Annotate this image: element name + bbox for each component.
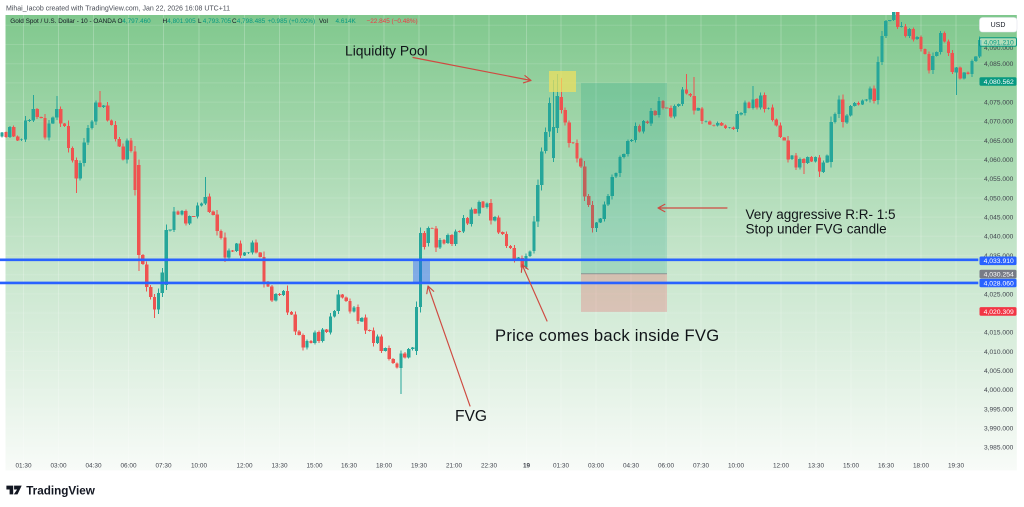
svg-text:4,040.000: 4,040.000 [984,234,1014,241]
svg-text:01:30: 01:30 [553,463,569,470]
svg-text:+0.985 (+0.02%): +0.985 (+0.02%) [268,18,316,25]
svg-text:21:00: 21:00 [446,463,462,470]
svg-text:C: C [232,18,237,25]
svg-text:Vol: Vol [319,18,328,25]
svg-text:4,050.000: 4,050.000 [984,195,1014,202]
svg-text:4,801.905: 4,801.905 [167,18,196,25]
svg-text:15:00: 15:00 [843,463,859,470]
svg-text:4,091.210: 4,091.210 [984,39,1014,46]
svg-text:4,028.060: 4,028.060 [984,280,1014,287]
svg-text:19:30: 19:30 [948,463,964,470]
svg-text:Stop under FVG candle: Stop under FVG candle [746,221,887,236]
svg-text:4,030.254: 4,030.254 [984,272,1014,279]
svg-text:04:30: 04:30 [623,463,639,470]
svg-text:4,065.000: 4,065.000 [984,138,1014,145]
svg-text:4,055.000: 4,055.000 [984,176,1014,183]
svg-text:06:00: 06:00 [658,463,674,470]
svg-text:Gold Spot / U.S. Dollar - 10 -: Gold Spot / U.S. Dollar - 10 - OANDA [10,18,117,25]
svg-text:18:00: 18:00 [913,463,929,470]
svg-text:4,033.910: 4,033.910 [984,258,1014,265]
svg-text:4,060.000: 4,060.000 [984,157,1014,164]
svg-text:3,985.000: 3,985.000 [984,445,1014,452]
svg-text:19:30: 19:30 [411,463,427,470]
svg-text:07:30: 07:30 [693,463,709,470]
svg-text:O: O [118,18,123,25]
svg-text:4,020.309: 4,020.309 [984,309,1014,316]
svg-text:H: H [163,18,168,25]
svg-text:01:30: 01:30 [16,463,32,470]
svg-text:4,090.000: 4,090.000 [984,45,1014,52]
svg-text:13:30: 13:30 [808,463,824,470]
svg-text:4,070.000: 4,070.000 [984,119,1014,126]
svg-text:FVG: FVG [455,408,487,425]
svg-text:−22.845 (−0.48%): −22.845 (−0.48%) [367,18,418,25]
svg-text:07:30: 07:30 [156,463,172,470]
svg-text:4,000.000: 4,000.000 [984,387,1014,394]
svg-text:4,797.460: 4,797.460 [122,18,151,25]
svg-text:4,010.000: 4,010.000 [984,349,1014,356]
svg-text:10:00: 10:00 [728,463,744,470]
svg-text:L: L [198,18,202,25]
svg-text:10:00: 10:00 [191,463,207,470]
svg-text:06:00: 06:00 [121,463,137,470]
svg-text:18:00: 18:00 [376,463,392,470]
svg-text:16:30: 16:30 [878,463,894,470]
svg-text:15:00: 15:00 [307,463,323,470]
svg-text:12:00: 12:00 [773,463,789,470]
svg-text:USD: USD [991,22,1006,29]
svg-text:4,085.000: 4,085.000 [984,61,1014,68]
svg-text:4,793.705: 4,793.705 [203,18,232,25]
svg-text:Price comes back inside FVG: Price comes back inside FVG [495,326,719,345]
svg-text:03:00: 03:00 [588,463,604,470]
svg-text:16:30: 16:30 [341,463,357,470]
svg-text:4.614K: 4.614K [336,18,357,25]
svg-text:4,035.000: 4,035.000 [984,253,1014,260]
svg-text:4,015.000: 4,015.000 [984,330,1014,337]
svg-text:TradingView: TradingView [26,484,96,497]
svg-text:4,045.000: 4,045.000 [984,215,1014,222]
svg-text:12:00: 12:00 [237,463,253,470]
svg-text:4,798.485: 4,798.485 [237,18,266,25]
svg-text:4,025.000: 4,025.000 [984,291,1014,298]
svg-text:03:00: 03:00 [51,463,67,470]
svg-text:4,080.562: 4,080.562 [984,79,1014,86]
svg-text:4,005.000: 4,005.000 [984,368,1014,375]
svg-text:Very aggressive R:R- 1:5: Very aggressive R:R- 1:5 [746,207,896,222]
svg-text:04:30: 04:30 [86,463,102,470]
svg-text:4,075.000: 4,075.000 [984,100,1014,107]
svg-text:3,995.000: 3,995.000 [984,406,1014,413]
svg-text:22:30: 22:30 [481,463,497,470]
svg-text:3,990.000: 3,990.000 [984,426,1014,433]
svg-text:19: 19 [523,463,531,470]
svg-text:Mihai_Iacob created with Tradi: Mihai_Iacob created with TradingView.com… [6,6,230,13]
svg-text:Liquidity Pool: Liquidity Pool [345,43,428,59]
svg-text:13:30: 13:30 [272,463,288,470]
